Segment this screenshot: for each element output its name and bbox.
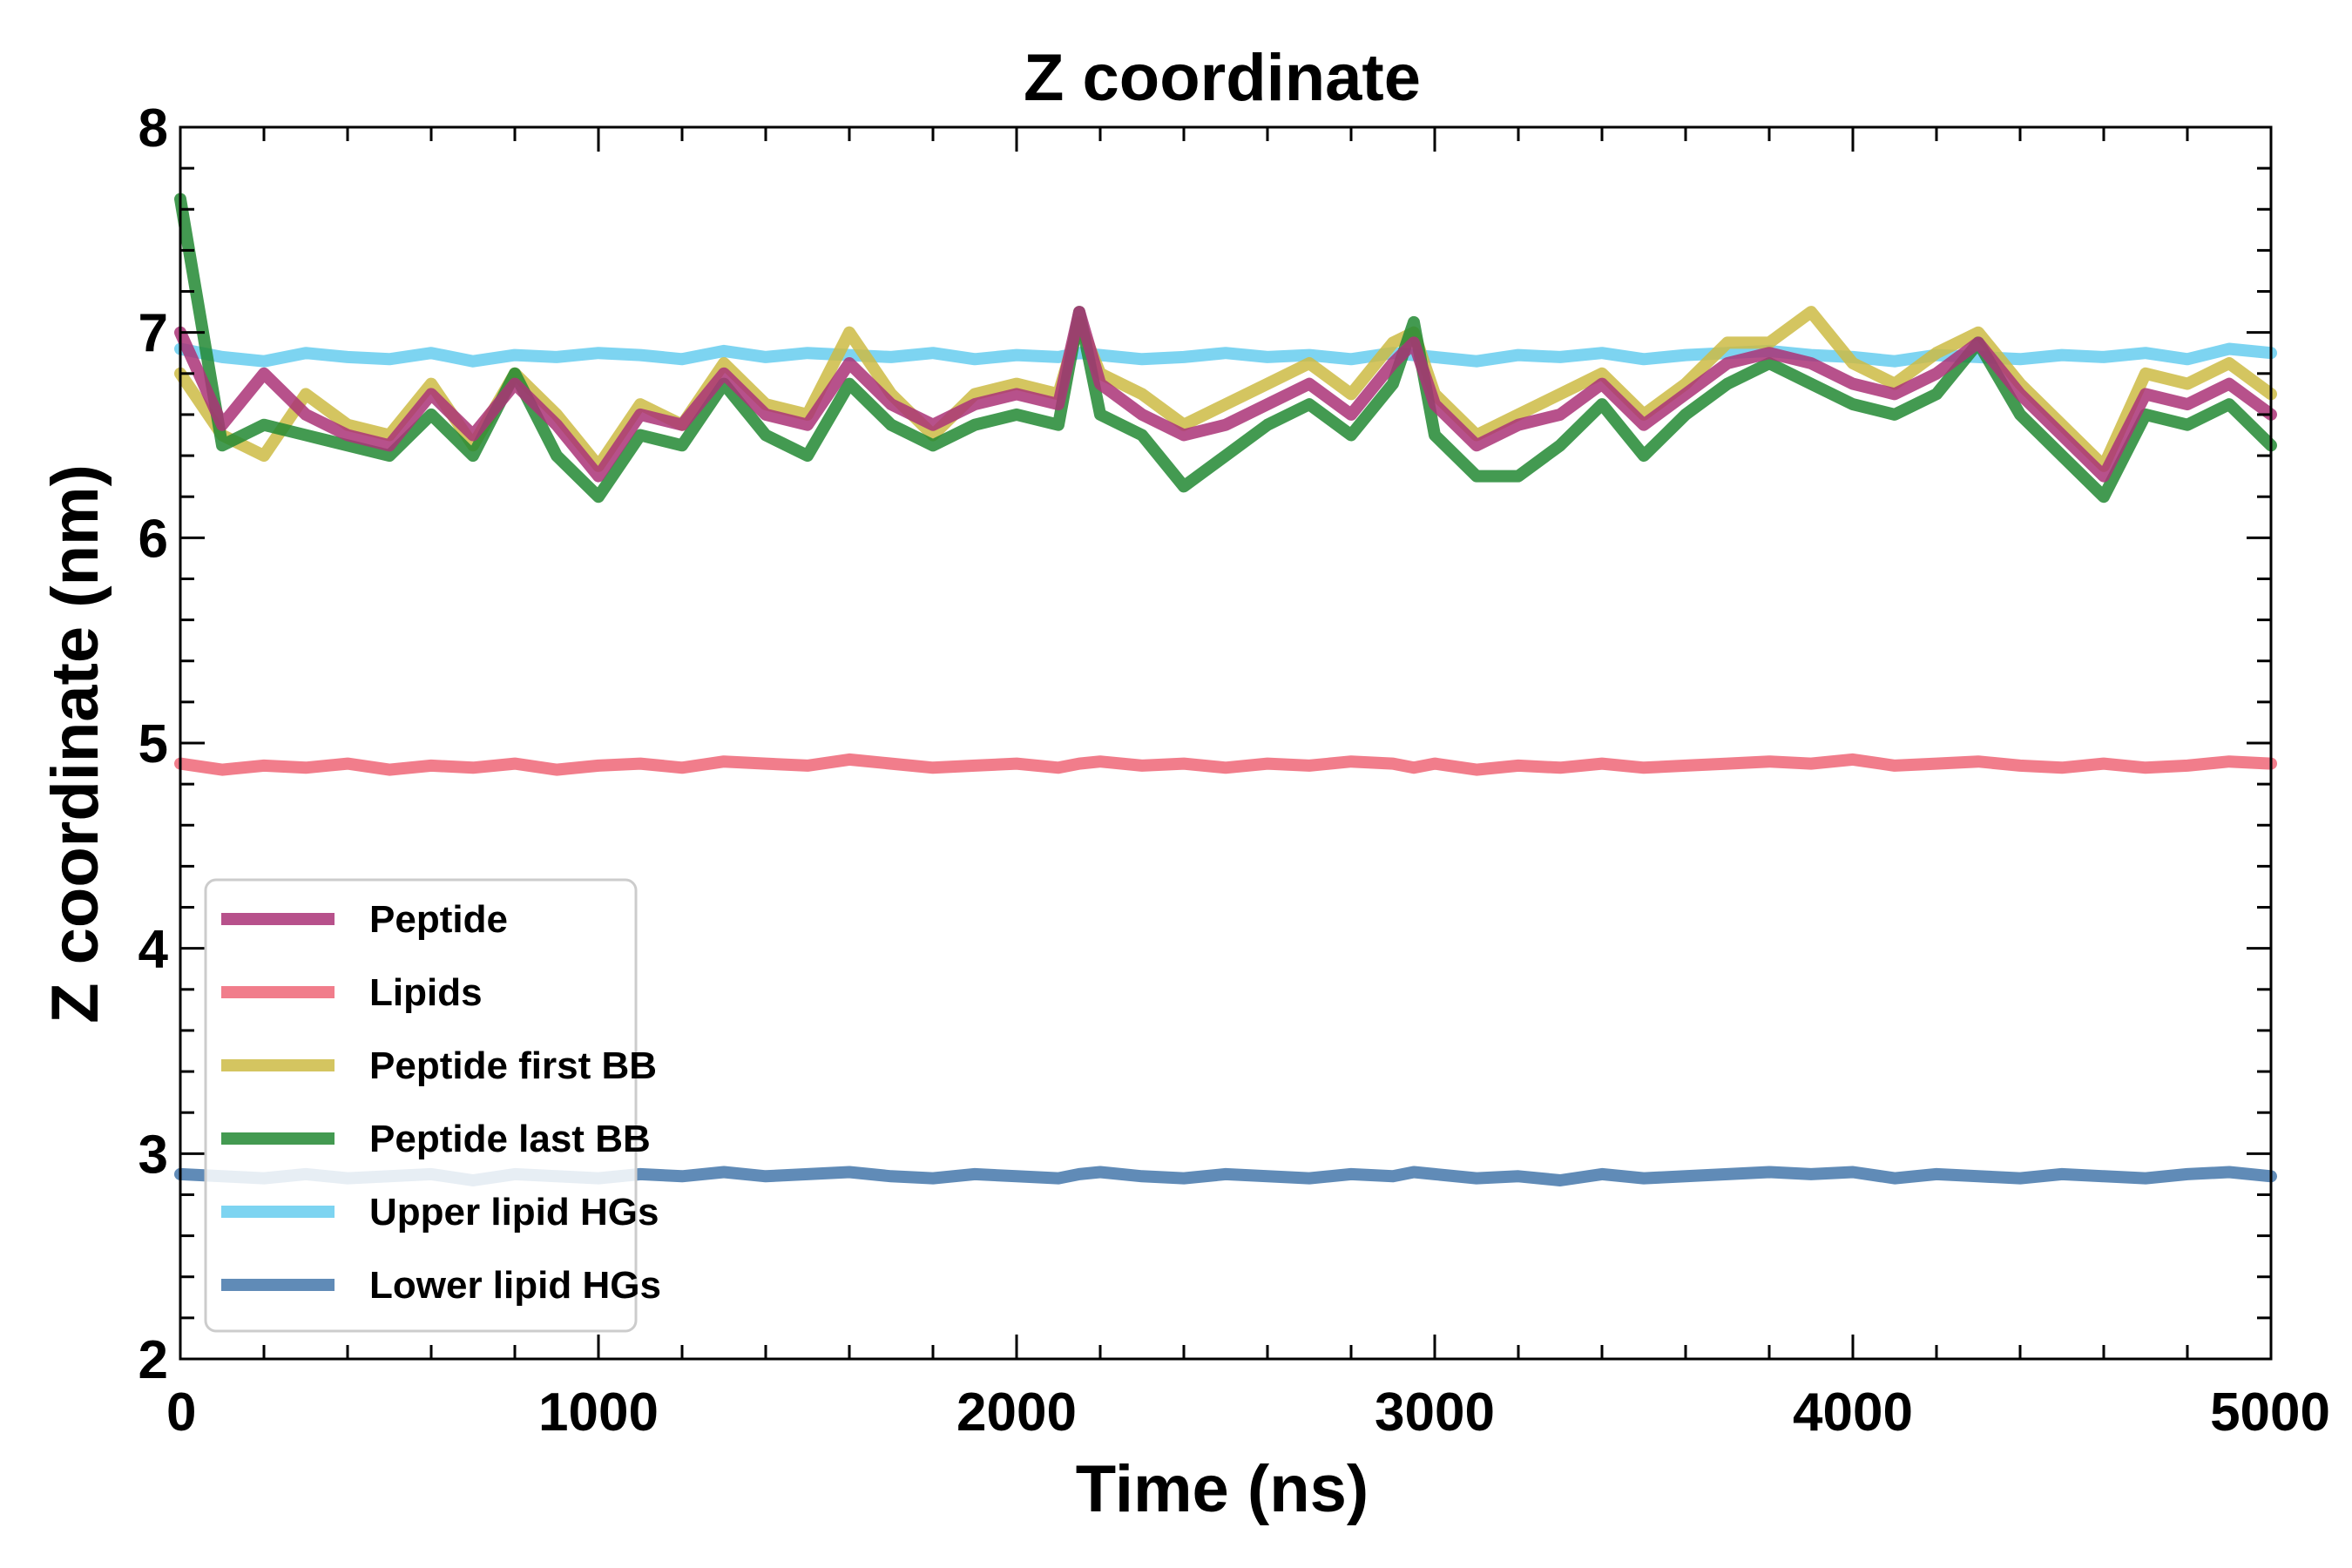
y-tick-label: 4 xyxy=(139,920,169,980)
series-line-5 xyxy=(174,342,2277,368)
y-tick-label: 2 xyxy=(139,1330,168,1390)
x-tick-label: 4000 xyxy=(1793,1382,1913,1443)
y-tick-label: 5 xyxy=(139,714,168,774)
legend-label: Lower lipid HGs xyxy=(369,1264,661,1307)
y-tick-label: 8 xyxy=(139,98,168,159)
x-tick-label: 0 xyxy=(166,1382,196,1443)
series-line-4 xyxy=(174,193,2277,504)
series-line-2 xyxy=(174,753,2277,776)
chart-title: Z coordinate xyxy=(1024,41,1421,115)
y-tick-label: 6 xyxy=(139,509,168,569)
x-tick-label: 1000 xyxy=(538,1382,659,1443)
legend: Peptide Lipids Peptide first BB Peptide las… xyxy=(204,878,661,1333)
tick-layer: 0 1000 2000 3000 4000 5000 2 3 4 5 6 7 8 xyxy=(139,98,2330,1443)
y-tick-label: 7 xyxy=(139,304,168,364)
plot-frame xyxy=(179,125,2273,1361)
legend-label: Lipids xyxy=(369,971,483,1014)
series-line-3 xyxy=(174,306,2277,472)
legend-label: Peptide last BB xyxy=(369,1118,651,1160)
x-tick-label: 2000 xyxy=(956,1382,1077,1443)
x-axis-label: Time (ns) xyxy=(1076,1452,1369,1526)
series-line-1 xyxy=(174,306,2277,483)
x-tick-label: 5000 xyxy=(2210,1382,2330,1443)
legend-label: Upper lipid HGs xyxy=(369,1191,659,1233)
legend-label: Peptide xyxy=(369,898,508,941)
y-axis-label: Z coordinate (nm) xyxy=(38,464,112,1024)
y-tick-label: 3 xyxy=(139,1125,168,1185)
legend-label: Peptide first BB xyxy=(369,1044,657,1087)
x-tick-label: 3000 xyxy=(1375,1382,1495,1443)
